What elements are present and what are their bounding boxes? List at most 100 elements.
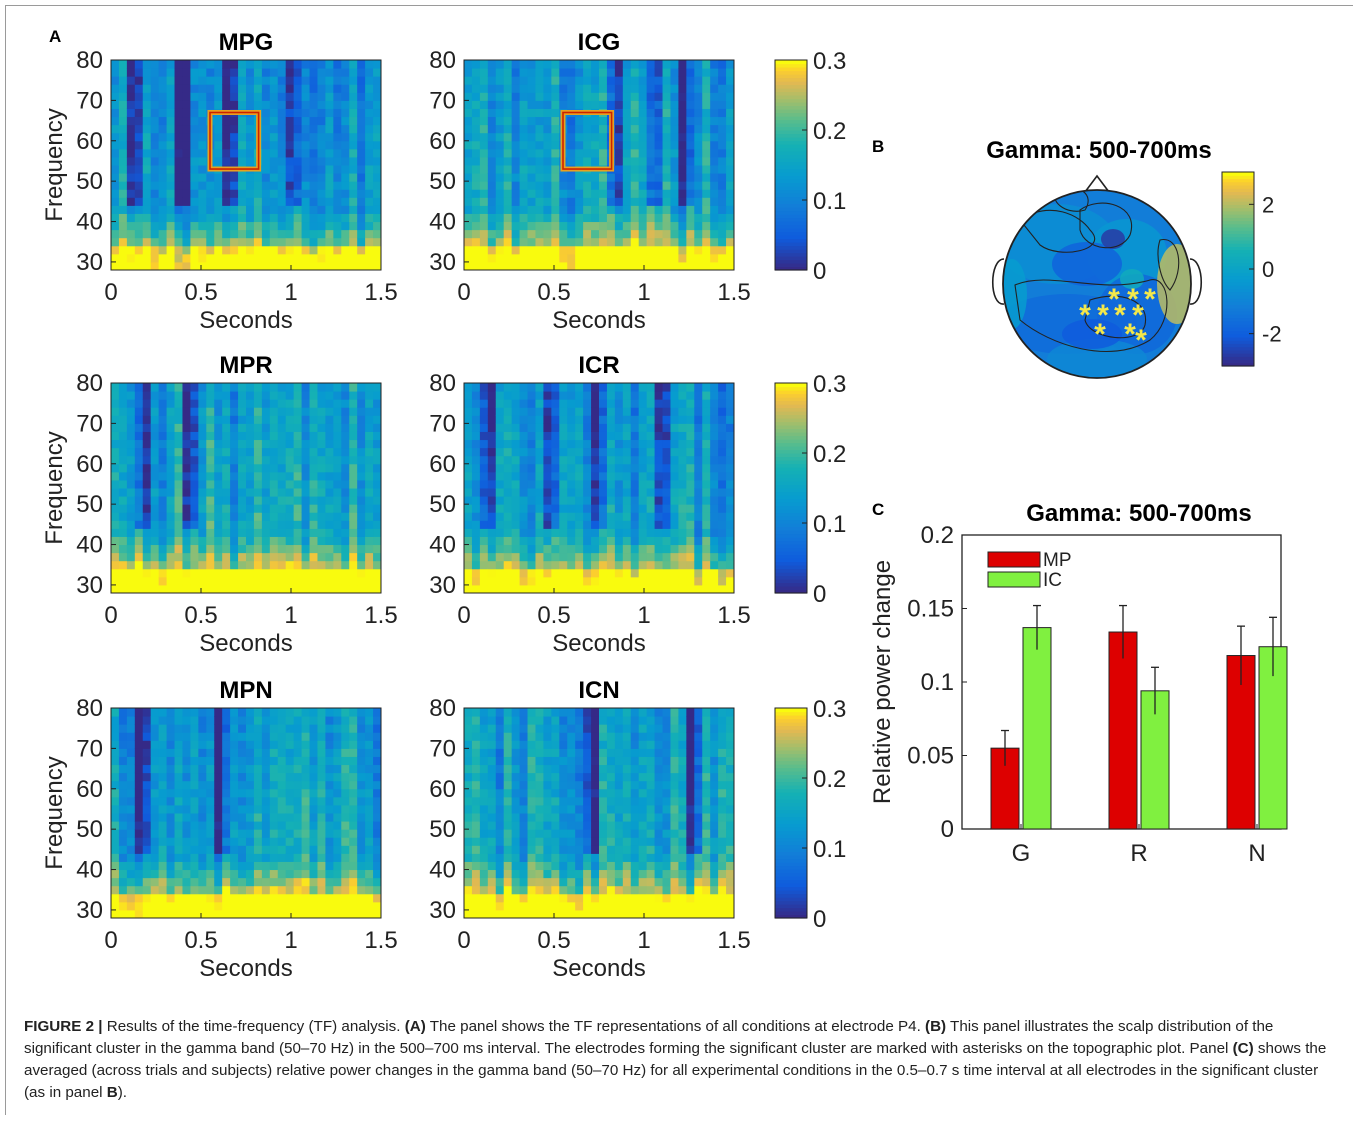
y-tick-label: 60 [76,776,103,803]
colorbar-tick-label: 0.1 [813,836,846,863]
bar-mp-r [1108,631,1138,830]
legend-swatch [987,571,1041,588]
y-tick-label: 80 [429,370,456,397]
x-tick-label: 1.5 [364,927,397,954]
x-axis-label: Seconds [552,630,645,657]
tf-axes-box [110,59,382,271]
x-tick-label: 1.5 [717,279,750,306]
colorbar-b: 2 0 -2 [1221,171,1282,367]
y-tick-label: 50 [429,816,456,843]
figure-frame [5,5,1353,1115]
x-tick-label: G [1012,840,1031,867]
x-tick-label: 1.5 [717,927,750,954]
y-axis-label: Frequency [41,108,68,221]
x-tick-label: 0 [104,602,117,629]
left-ear-outline [992,258,1005,305]
significant-electrode-marker: * [1144,283,1156,316]
y-tick-label: 40 [429,532,456,559]
y-tick-label: 40 [429,857,456,884]
tf-plot-mpg: 0 0.5 1 1.5 30 40 50 60 70 80 Seconds Frequency MPG [41,29,398,334]
colorbar-tick-label: 2 [1262,192,1274,217]
y-tick-label: 0.1 [921,669,954,696]
caption-emphasis: (C) [1232,1040,1254,1057]
colorbar-tick-label: 0 [1262,257,1274,282]
x-axis-label: Seconds [552,307,645,334]
caption-text: shows the averaged (across trials and su… [24,1040,1327,1101]
x-tick-label: 1 [284,279,297,306]
x-tick-label: 0.5 [537,602,570,629]
y-tick-label: 50 [429,491,456,518]
tf-plot-title: MPR [219,352,272,379]
x-tick-label: N [1248,840,1265,867]
colorbar-tick-label: 0.2 [813,766,846,793]
legend-label: IC [1043,570,1062,591]
tf-axes-box [463,382,735,594]
colorbar-tick-label: 0 [813,581,826,608]
colorbar-tick-label: 0.3 [813,696,846,723]
caption-emphasis: (B) [925,1018,947,1035]
x-tick-label: 1 [637,602,650,629]
y-tick-label: 30 [429,572,456,599]
significant-electrode-marker: * [1135,324,1147,357]
significant-electrode-marker: * [1114,299,1126,332]
x-tick-label: 1 [637,279,650,306]
x-tick-label: 1.5 [364,602,397,629]
x-axis-label: Seconds [199,955,292,982]
topo-contour [1084,295,1147,339]
tf-axes-box [110,707,382,919]
x-tick-label: 1.5 [364,279,397,306]
y-tick-label: 50 [76,168,103,195]
colorbar-a: 0 0.1 0.2 0.3 [774,48,846,285]
x-tick-label: 0 [457,279,470,306]
caption-text: Results of the time-frequency (TF) analy… [102,1018,405,1035]
x-tick-label: 0 [457,927,470,954]
x-tick-label: 0.5 [184,927,217,954]
legend-label: MP [1043,550,1072,571]
panel-a-tf-plots: 0 0.5 1 1.5304050607080SecondsFrequencyMPG0… [41,29,846,982]
y-tick-label: 50 [76,491,103,518]
tf-plot-title: ICN [578,677,619,704]
caption-emphasis: (A) [404,1018,426,1035]
y-tick-label: 0.05 [907,743,954,770]
x-axis-label: Seconds [552,955,645,982]
topo-region [1062,319,1122,349]
x-tick-label: 1.5 [717,602,750,629]
y-axis-label: Relative power change [869,560,896,804]
x-tick-label: 0.5 [537,279,570,306]
y-tick-label: 80 [76,695,103,722]
tf-plot-title: ICR [578,352,619,379]
y-tick-label: 40 [429,209,456,236]
topo-contour [1053,190,1089,212]
y-tick-label: 0.15 [907,596,954,623]
colorbar-tick-label: 0.2 [813,118,846,145]
y-tick-label: 80 [429,47,456,74]
y-tick-label: 40 [76,857,103,884]
y-tick-label: 70 [76,87,103,114]
figure-caption: FIGURE 2 | Results of the time-frequency… [24,1016,1334,1104]
colorbar-tick-label: 0.3 [813,48,846,75]
y-tick-label: 60 [429,128,456,155]
figure-canvas: 0 0.5 1 1.5 30 40 50 60 70 80 Seconds Frequency MP G 0… [41,27,1288,982]
x-tick-label: 1 [284,927,297,954]
y-tick-label: 30 [76,572,103,599]
colorbar-tick-label: 0.1 [813,511,846,538]
x-axis-label: Seconds [199,307,292,334]
tf-plot-title: MPN [219,677,272,704]
caption-body: Results of the time-frequency (TF) analy… [24,1018,1326,1101]
caption-emphasis: B [106,1084,118,1101]
x-axis-label: Seconds [199,630,292,657]
caption-text: This panel illustrates the scalp distrib… [24,1018,1274,1057]
y-tick-label: 80 [429,695,456,722]
x-tick-label: 0.5 [537,927,570,954]
y-tick-label: 30 [429,897,456,924]
x-tick-label: 0 [457,602,470,629]
legend-swatch [987,551,1041,568]
y-tick-label: 70 [429,87,456,114]
y-tick-label: 60 [429,776,456,803]
y-tick-label: 60 [429,451,456,478]
y-tick-label: 80 [76,47,103,74]
y-tick-label: 0 [941,816,954,843]
x-tick-label: 0 [104,927,117,954]
x-tick-label: R [1130,840,1147,867]
y-axis-label: Frequency [41,431,68,544]
